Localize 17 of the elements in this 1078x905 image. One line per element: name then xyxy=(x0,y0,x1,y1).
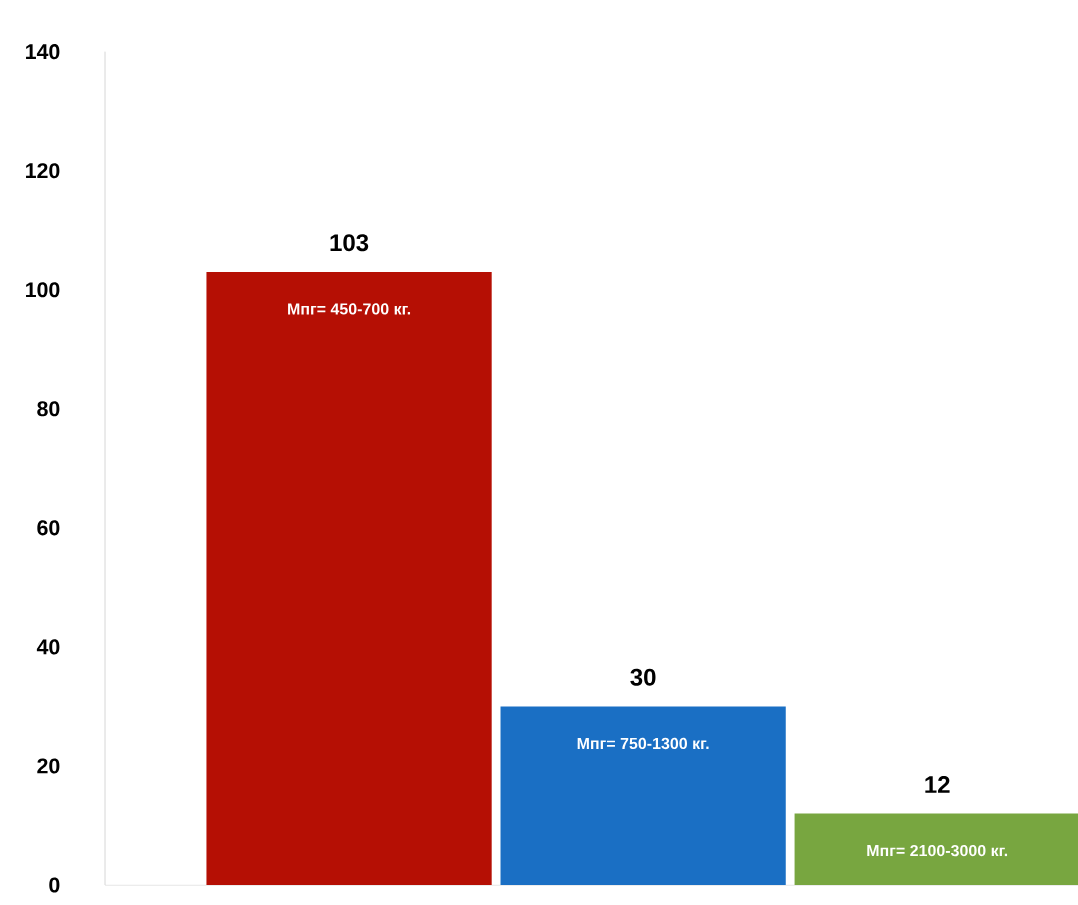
y-tick-label: 60 xyxy=(37,520,60,536)
bar xyxy=(794,813,1078,885)
x-tick-label: Мпг= 2100-3000 кг. xyxy=(867,844,1008,857)
y-tick-label: 40 xyxy=(36,639,60,655)
data-label: 103 xyxy=(330,234,369,252)
y-tick-label: 0 xyxy=(49,877,60,893)
y-tick-label: 20 xyxy=(37,758,60,774)
y-tick-label: 120 xyxy=(26,163,60,179)
data-label: 30 xyxy=(630,668,656,686)
y-tick-label: 80 xyxy=(37,401,60,417)
bar xyxy=(500,706,786,885)
x-tick-label: Мпг= 450-700 кг. xyxy=(288,303,411,315)
bar xyxy=(206,271,492,885)
y-tick-label: 140 xyxy=(26,44,60,60)
data-label: 12 xyxy=(925,776,950,793)
x-tick-label: Мпг= 750-1300 кг. xyxy=(577,737,709,750)
y-tick-label: 100 xyxy=(26,282,60,298)
